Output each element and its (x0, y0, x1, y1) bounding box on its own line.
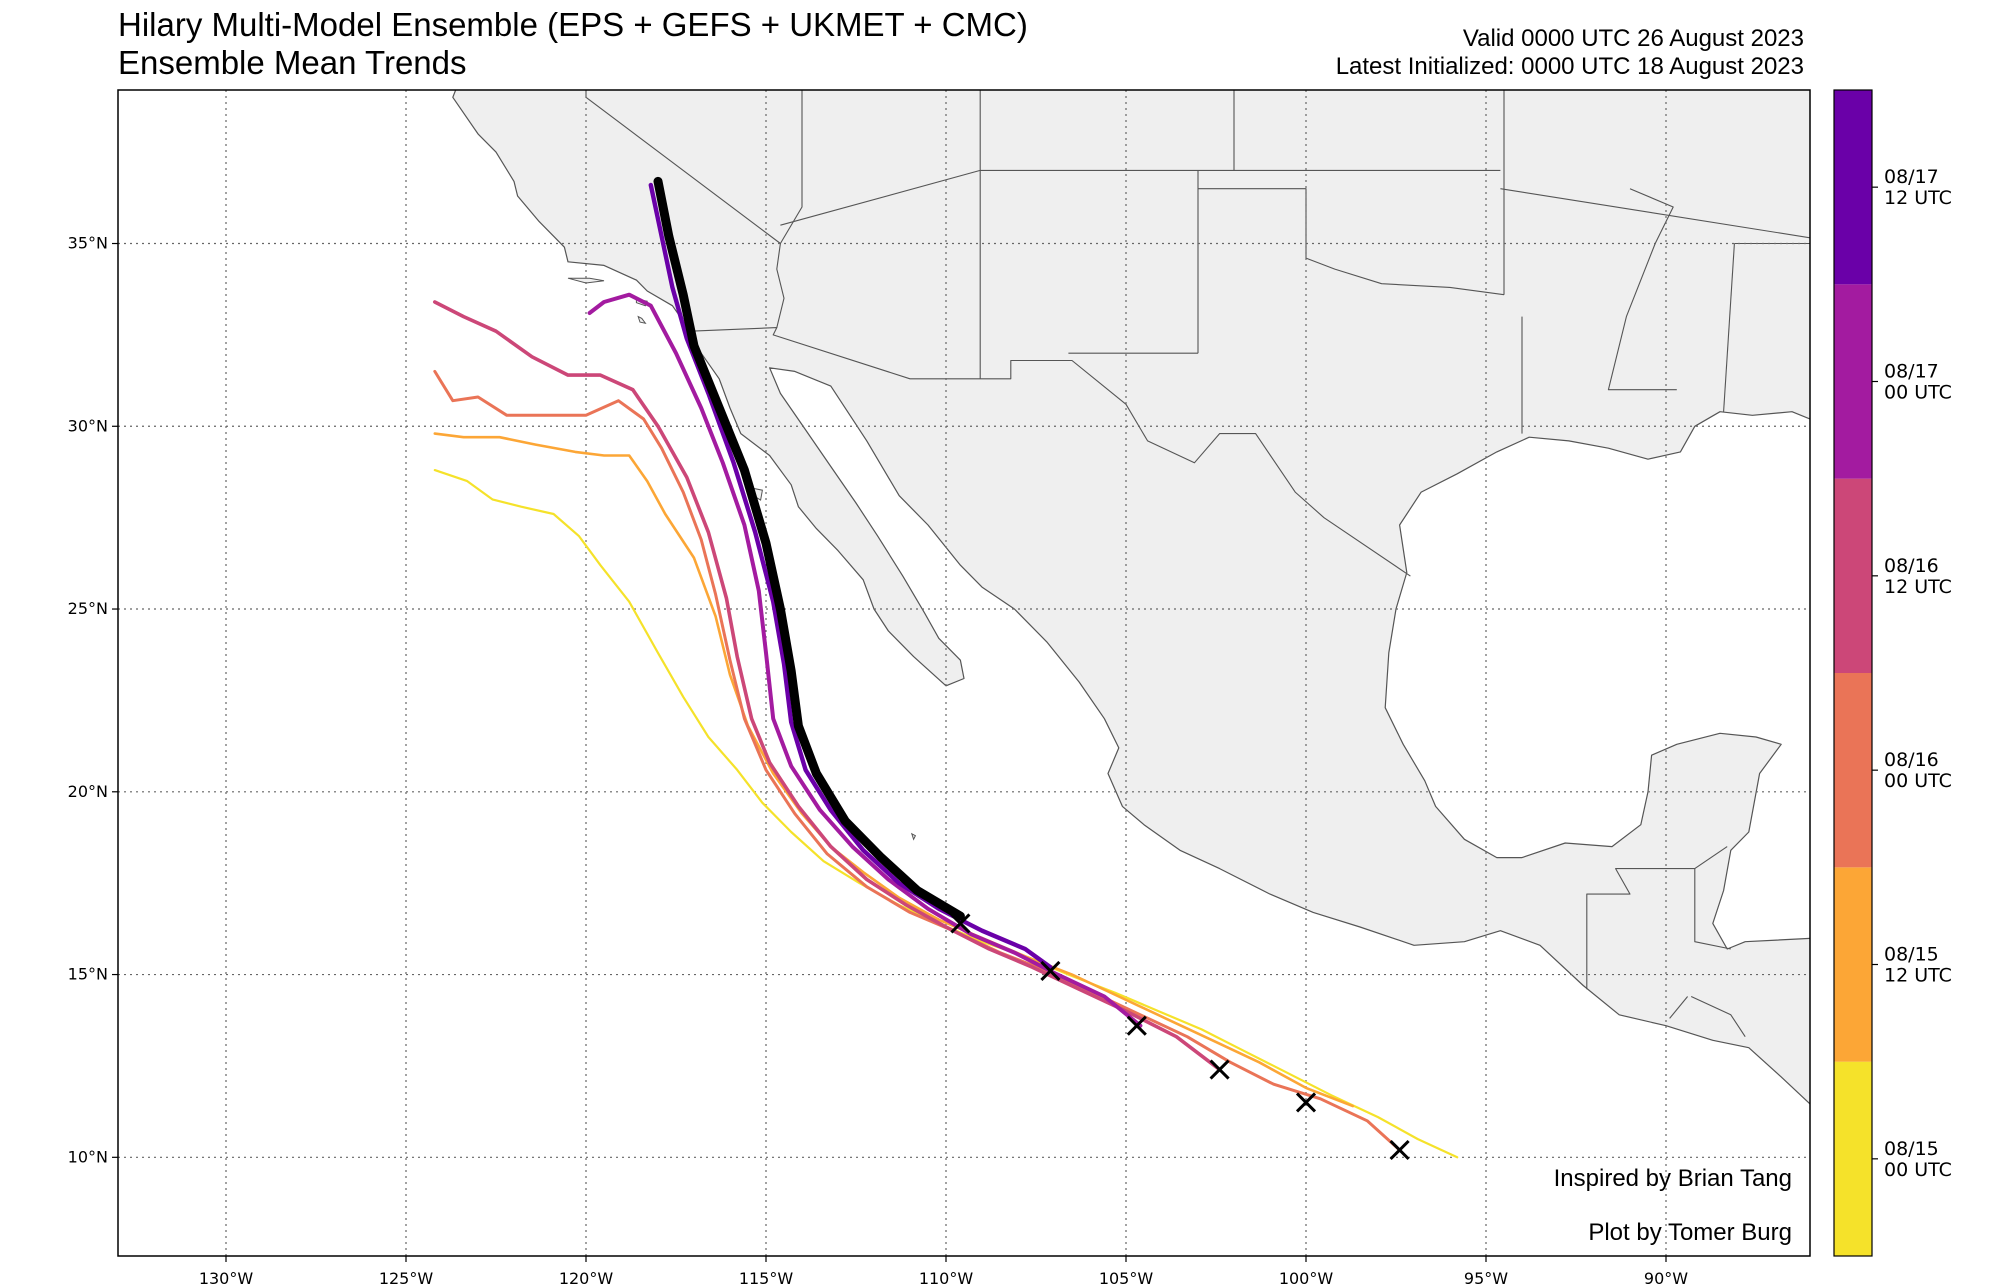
initial-position-marker (1040, 960, 1061, 981)
political-border (780, 169, 981, 226)
island (910, 832, 917, 841)
colorbar-label-time: 12 UTC (1884, 576, 1952, 598)
marker-stroke (1389, 1139, 1410, 1161)
colorbar-label-time: 00 UTC (1884, 382, 1952, 404)
x-tick-label: 95°W (1464, 1269, 1508, 1286)
credit-inspired: Inspired by Brian Tang (1554, 1165, 1792, 1192)
political-border (1723, 243, 1735, 412)
marker-stroke (1040, 960, 1061, 981)
x-tick-label: 125°W (379, 1269, 434, 1286)
marker-stroke (1209, 1059, 1230, 1080)
north-america-landmass (452, 90, 1810, 1105)
colorbar-swatch (1834, 673, 1872, 868)
initial-position-marker (1295, 1092, 1317, 1113)
political-border (1500, 188, 1810, 239)
colorbar-swatch (1834, 478, 1872, 673)
colorbar-swatch (1834, 1061, 1872, 1256)
valid-time: Valid 0000 UTC 26 August 2023 (1462, 25, 1804, 52)
initial-position-marker (1389, 1139, 1410, 1161)
colorbar-label-date: 08/16 (1884, 749, 1939, 771)
x-tick-label: 115°W (739, 1269, 794, 1286)
political-border (1669, 996, 1689, 1019)
y-tick-label: 30°N (68, 416, 108, 435)
x-tick-label: 100°W (1279, 1269, 1334, 1286)
political-border (1694, 846, 1728, 870)
political-border (1586, 868, 1731, 990)
colorbar-swatch (1834, 867, 1872, 1062)
colorbar-swatch (1834, 284, 1872, 479)
y-tick-label: 15°N (68, 965, 108, 984)
colorbar-label-date: 08/15 (1884, 944, 1939, 966)
colorbar-label-date: 08/16 (1884, 555, 1939, 577)
x-tick-label: 110°W (919, 1269, 974, 1286)
track-08-16-00-utc (433, 369, 1402, 1152)
x-tick-label: 120°W (559, 1269, 614, 1286)
initial-position-marker (1209, 1059, 1230, 1080)
political-border (1198, 188, 1505, 296)
initial-position-marker (1126, 1015, 1147, 1036)
x-tick-label: 105°W (1099, 1269, 1154, 1286)
colorbar-label-date: 08/15 (1884, 1138, 1939, 1160)
track-08-15-12-utc (433, 432, 1355, 1108)
colorbar-frame (1833, 89, 1873, 1257)
x-tick-label: 90°W (1644, 1269, 1688, 1286)
colorbar-label-time: 00 UTC (1884, 770, 1952, 792)
island (637, 315, 647, 324)
initial-position-marker (950, 913, 971, 934)
track-08-16-12-utc (433, 300, 1222, 1072)
y-tick-label: 20°N (68, 782, 108, 801)
gridlines (118, 90, 1810, 1256)
init-time: Latest Initialized: 0000 UTC 18 August 2… (1335, 53, 1804, 80)
y-tick-label: 35°N (68, 234, 108, 253)
x-tick-label: 130°W (199, 1269, 254, 1286)
chart-title: Hilary Multi-Model Ensemble (EPS + GEFS … (118, 6, 1028, 43)
marker-stroke (1295, 1092, 1317, 1113)
colorbar-label-date: 08/17 (1884, 361, 1939, 383)
track-08-17-00-utc (587, 292, 1143, 1028)
chart-subtitle: Ensemble Mean Trends (118, 44, 467, 81)
political-border (1607, 188, 1677, 391)
colorbar-label-date: 08/17 (1884, 166, 1939, 188)
political-border (690, 327, 1411, 577)
political-border (779, 90, 803, 244)
colorbar-label-time: 12 UTC (1884, 965, 1952, 987)
political-border (1690, 996, 1746, 1038)
land-layer (452, 90, 1810, 1105)
track-08-15-00-utc (433, 469, 1459, 1159)
y-tick-label: 10°N (68, 1147, 108, 1166)
y-tick-label: 25°N (68, 599, 108, 618)
island (567, 277, 605, 284)
ensemble-tracks (433, 176, 1459, 1159)
colorbar-label-time: 12 UTC (1884, 187, 1952, 209)
marker-stroke (950, 913, 971, 934)
initial-position-markers (950, 913, 1410, 1161)
track-08-18-00-utc (653, 176, 965, 921)
marker-stroke (1126, 1015, 1147, 1036)
colorbar-label-time: 00 UTC (1884, 1159, 1952, 1181)
axis-ticks: 130°W 125°W 120°W 115°W 110°W 105°W 100°W 95°W 9… (68, 234, 1689, 1286)
colorbar-swatch (1834, 90, 1872, 285)
credit-plot-by: Plot by Tomer Burg (1588, 1219, 1792, 1246)
map-frame (117, 89, 1811, 1257)
